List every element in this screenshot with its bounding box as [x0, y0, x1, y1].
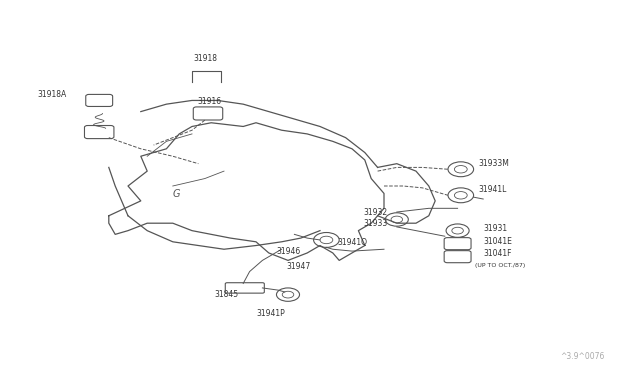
- Text: 31941Q: 31941Q: [337, 238, 367, 247]
- Text: 31918A: 31918A: [37, 90, 67, 99]
- Text: 31041E: 31041E: [483, 237, 512, 246]
- Text: 31933M: 31933M: [479, 158, 509, 167]
- Text: 31933: 31933: [364, 219, 388, 228]
- Text: 31941P: 31941P: [256, 309, 285, 318]
- Text: 31845: 31845: [214, 290, 239, 299]
- Text: (UP TO OCT./87): (UP TO OCT./87): [475, 263, 525, 268]
- Text: 31947: 31947: [287, 262, 311, 270]
- Text: 31931: 31931: [483, 224, 508, 233]
- Text: 31946: 31946: [276, 247, 301, 256]
- Text: 31041F: 31041F: [483, 249, 512, 258]
- Text: ^3.9^0076: ^3.9^0076: [560, 352, 604, 361]
- Text: G: G: [173, 189, 180, 199]
- Text: 31941L: 31941L: [479, 185, 507, 193]
- Text: 31918: 31918: [193, 54, 218, 63]
- Text: 31916: 31916: [197, 97, 221, 106]
- Text: 31932: 31932: [364, 208, 388, 217]
